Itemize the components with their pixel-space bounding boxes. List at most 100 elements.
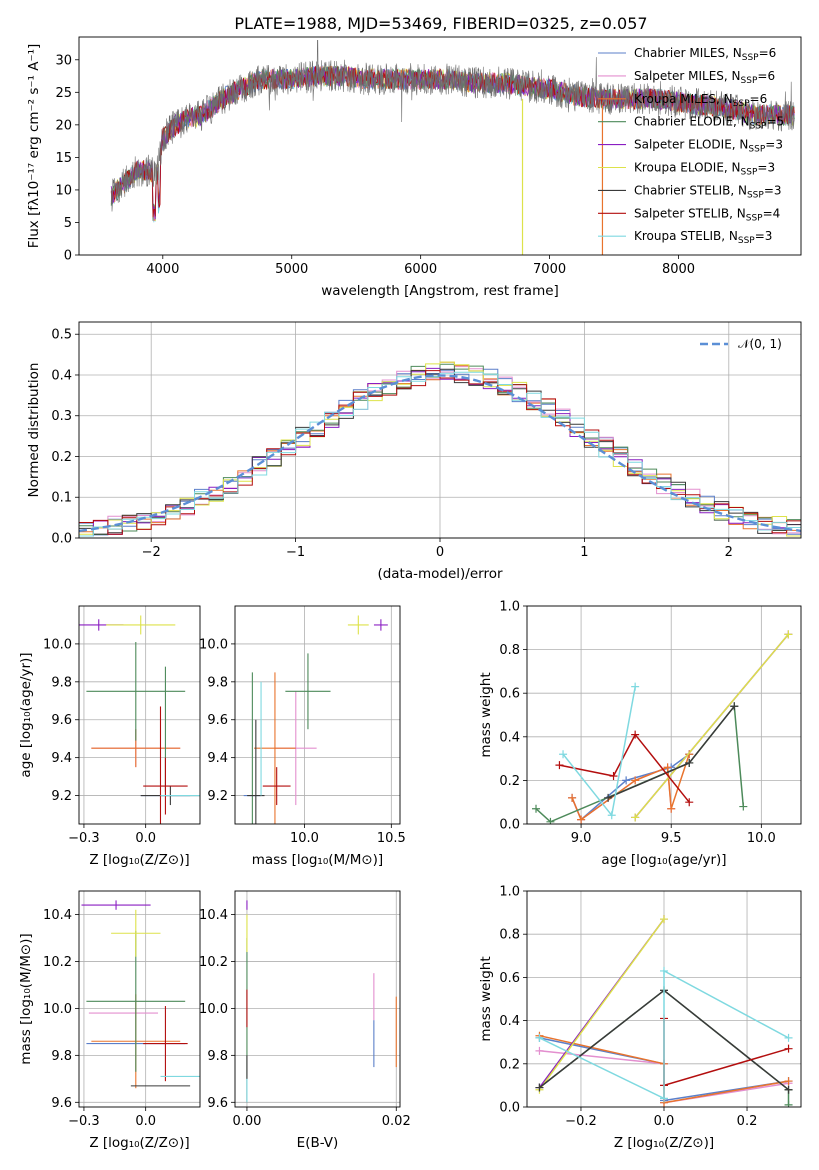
y-tick-label: 0.0 <box>51 532 72 547</box>
plot-area <box>243 615 388 824</box>
y-axis-label: mass weight <box>478 672 494 757</box>
y-tick-label: 9.8 <box>51 1049 72 1064</box>
y-tick-label: 9.2 <box>51 789 72 804</box>
x-axis-label: mass [log₁₀(M/M⊙)] <box>252 852 383 868</box>
y-tick-label: 20 <box>55 118 72 133</box>
y-tick-label: 0.0 <box>499 1101 520 1116</box>
mass-weight-line <box>538 918 665 1091</box>
y-tick-label: 9.8 <box>51 675 72 690</box>
y-tick-label: 30 <box>55 53 72 68</box>
plus-marker <box>604 793 613 802</box>
y-tick-label: 10.4 <box>199 908 228 923</box>
mass-weight-line <box>559 733 690 803</box>
mass-weight-line <box>562 686 636 818</box>
plus-marker <box>535 1033 544 1042</box>
mass-weight-line <box>539 969 789 1100</box>
y-tick-label: 0.6 <box>499 971 520 986</box>
legend-entry: 𝒩(0, 1) <box>738 337 782 351</box>
plus-marker <box>609 772 618 781</box>
axes-frame <box>526 605 802 825</box>
x-tick-label: 0.02 <box>382 1114 411 1129</box>
plus-marker <box>660 915 668 924</box>
x-tick-label: 0.2 <box>737 1114 758 1129</box>
x-tick-label: 10.0 <box>747 831 776 846</box>
x-tick-label: −0.3 <box>68 831 100 846</box>
plus-marker <box>784 630 793 639</box>
mass-weight-vs-age-panel: 9.0 9.5 10.0 0.0 0.2 0.4 0.6 0.8 1.0 age [log₁₀(a… <box>478 600 802 868</box>
plus-marker <box>559 750 568 759</box>
y-tick-label: 0.2 <box>499 774 520 789</box>
plus-marker <box>784 1085 793 1094</box>
plus-marker <box>532 804 541 813</box>
x-tick-label: 2 <box>725 545 733 560</box>
x-tick-label: 4000 <box>146 262 179 277</box>
x-tick-label: 7000 <box>533 262 566 277</box>
y-tick-label: 0.4 <box>499 730 520 745</box>
y-tick-label: 0.4 <box>51 368 72 383</box>
plus-marker <box>631 776 640 785</box>
legend-entry: Salpeter MILES, NSSP=6 <box>634 69 775 86</box>
y-tick-label: 0.6 <box>499 687 520 702</box>
x-tick-label: 9.5 <box>661 831 682 846</box>
y-tick-label: 10 <box>55 183 72 198</box>
y-tick-label: 10.4 <box>43 908 72 923</box>
axes-frame <box>78 890 201 1108</box>
y-tick-label: 9.6 <box>51 713 72 728</box>
y-tick-label: 0.1 <box>51 491 72 506</box>
plus-marker <box>631 682 640 691</box>
y-tick-label: 0.8 <box>499 928 520 943</box>
legend-entry: Kroupa STELIB, NSSP=3 <box>634 229 772 246</box>
plus-marker <box>535 1046 544 1055</box>
x-tick-label: 10.5 <box>377 831 406 846</box>
residuals-panel: −2 −1 0 1 2 0.0 0.1 0.2 0.3 0.4 0.5 (data-model)/er… <box>26 321 802 582</box>
y-axis-label: Normed distribution <box>26 363 42 498</box>
legend-entry: Chabrier ELODIE, NSSP=5 <box>634 115 784 132</box>
x-axis-label: (data-model)/error <box>377 566 503 582</box>
axes-frame <box>78 605 201 825</box>
y-axis-label: mass [log₁₀(M/M⊙)] <box>18 933 34 1064</box>
x-tick-label: 0.0 <box>135 831 156 846</box>
y-tick-label: 9.8 <box>207 675 228 690</box>
y-tick-label: 9.6 <box>51 1096 72 1111</box>
plot-area <box>532 630 793 824</box>
y-tick-label: 10.2 <box>199 955 228 970</box>
legend-entry: Chabrier STELIB, NSSP=3 <box>634 183 782 200</box>
y-tick-label: 5 <box>64 216 72 231</box>
x-axis-label: Z [log₁₀(Z/Z⊙)] <box>614 1135 714 1151</box>
plus-marker <box>607 811 616 820</box>
x-axis-label: Z [log₁₀(Z/Z⊙)] <box>89 852 189 868</box>
axes-frame <box>234 605 401 825</box>
observed-spectrum-line <box>110 40 795 212</box>
y-axis-label: Flux [fλ10⁻¹⁷ erg cm⁻² s⁻¹ A⁻¹] <box>26 44 42 249</box>
legend-entry: Kroupa ELODIE, NSSP=3 <box>634 161 775 178</box>
plus-marker <box>555 761 564 770</box>
y-tick-label: 9.4 <box>207 751 228 766</box>
y-tick-label: 10.0 <box>43 637 72 652</box>
y-tick-label: 0.8 <box>499 643 520 658</box>
plus-marker <box>535 1083 544 1092</box>
plot-area <box>79 361 801 537</box>
legend-entry: Kroupa MILES, NSSP=6 <box>634 92 767 109</box>
axes-frame <box>78 36 802 256</box>
y-tick-label: 9.4 <box>51 751 72 766</box>
x-tick-label: 0.0 <box>135 1114 156 1129</box>
x-tick-label: 9.0 <box>571 831 592 846</box>
x-tick-label: 0.0 <box>654 1114 675 1129</box>
x-tick-label: −0.2 <box>565 1114 597 1129</box>
plus-marker <box>568 793 577 802</box>
plus-marker <box>730 702 739 711</box>
x-axis-label: E(B-V) <box>297 1135 339 1151</box>
y-tick-label: 9.8 <box>207 1049 228 1064</box>
plus-marker <box>784 1044 793 1053</box>
figure-title: PLATE=1988, MJD=53469, FIBERID=0325, z=0… <box>234 14 647 33</box>
plus-marker <box>784 1077 793 1086</box>
x-tick-label: 8000 <box>662 262 695 277</box>
plot-area <box>535 915 793 1107</box>
gaussian-reference-curve <box>79 374 801 533</box>
y-tick-label: 0.3 <box>51 409 72 424</box>
mass-weight-line <box>634 633 789 818</box>
mass-weight-vs-metallicity-panel: −0.2 0.0 0.2 0.0 0.2 0.4 0.6 0.8 1.0 Z [log₁₀(Z/Z… <box>478 885 802 1151</box>
plus-marker <box>631 813 640 822</box>
plus-marker <box>784 1033 793 1042</box>
y-tick-label: 25 <box>55 86 72 101</box>
